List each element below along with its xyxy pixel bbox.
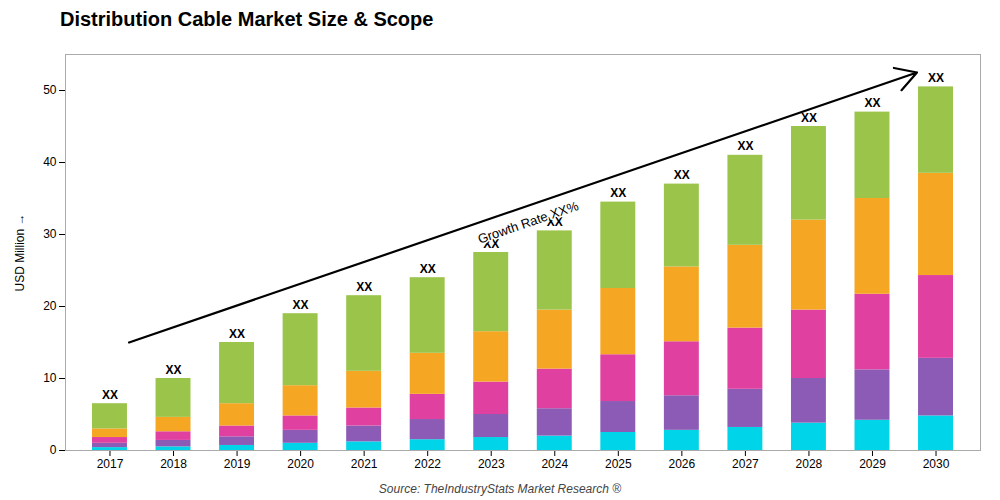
svg-text:40: 40 bbox=[43, 155, 57, 169]
html-text:Distribution Cable Market Size: Distribution Cable Market Size & Scope bbox=[60, 8, 434, 30]
svg-text:XX: XX bbox=[610, 186, 626, 200]
svg-text:2019: 2019 bbox=[224, 457, 251, 471]
svg-text:2025: 2025 bbox=[605, 457, 632, 471]
svg-text:XX: XX bbox=[356, 280, 372, 294]
svg-text:XX: XX bbox=[864, 96, 880, 110]
svg-text:2029: 2029 bbox=[859, 457, 886, 471]
svg-text:Growth Rate XX%: Growth Rate XX% bbox=[476, 198, 581, 247]
svg-text:20: 20 bbox=[43, 299, 57, 313]
svg-text:XX: XX bbox=[102, 388, 118, 402]
svg-text:XX: XX bbox=[674, 168, 690, 182]
svg-text:2028: 2028 bbox=[796, 457, 823, 471]
svg-text:30: 30 bbox=[43, 227, 57, 241]
svg-text:XX: XX bbox=[420, 262, 436, 276]
svg-text:XX: XX bbox=[293, 298, 309, 312]
svg-text:2018: 2018 bbox=[160, 457, 187, 471]
svg-text:2017: 2017 bbox=[97, 457, 124, 471]
svg-text:XX: XX bbox=[928, 71, 944, 85]
svg-text:50: 50 bbox=[43, 83, 57, 97]
svg-text:0: 0 bbox=[50, 443, 57, 457]
svg-text:XX: XX bbox=[166, 363, 182, 377]
svg-text:2023: 2023 bbox=[478, 457, 505, 471]
svg-text:2022: 2022 bbox=[414, 457, 441, 471]
svg-text:2020: 2020 bbox=[287, 457, 314, 471]
svg-text:2030: 2030 bbox=[923, 457, 950, 471]
svg-text:2021: 2021 bbox=[351, 457, 378, 471]
svg-text:2027: 2027 bbox=[732, 457, 759, 471]
svg-text:2024: 2024 bbox=[541, 457, 568, 471]
svg-text:XX: XX bbox=[737, 139, 753, 153]
svg-text:USD Million →: USD Million → bbox=[13, 213, 27, 291]
svg-text:XX: XX bbox=[801, 111, 817, 125]
svg-text:2026: 2026 bbox=[669, 457, 696, 471]
svg-text:XX: XX bbox=[229, 327, 245, 341]
svg-text:10: 10 bbox=[43, 371, 57, 385]
html-text:Source: TheIndustryStats Marke: Source: TheIndustryStats Market Research… bbox=[378, 482, 622, 496]
